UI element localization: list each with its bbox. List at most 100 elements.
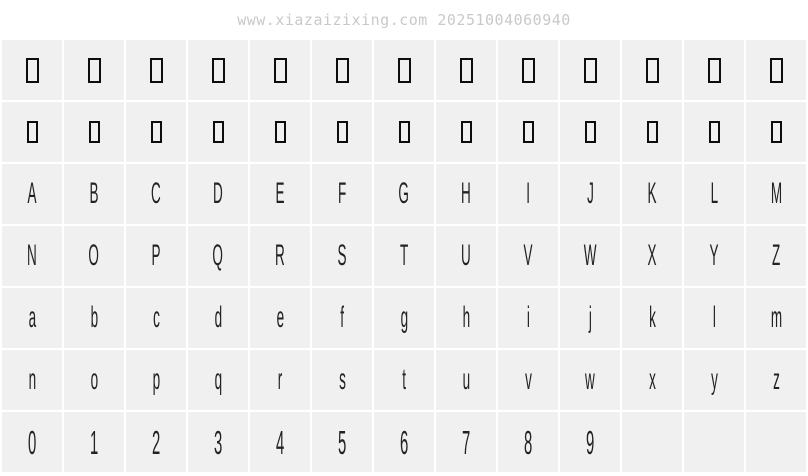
row-uppercase-2-cell-4: Q (188, 226, 248, 286)
missing-glyph-box-icon (645, 57, 659, 83)
missing-glyph-box-icon (770, 121, 782, 143)
glyph-lower-y: y (710, 363, 718, 396)
glyph-digit-4: 4 (275, 423, 285, 461)
missing-glyph-box-icon (397, 57, 411, 83)
row-lowercase-1-cell-6: f (312, 288, 372, 348)
missing-glyph-box-icon (335, 57, 349, 83)
row-missing-glyphs-2-cell-5 (250, 102, 310, 162)
row-digits-cell-1: 0 (2, 412, 62, 472)
row-uppercase-2-cell-9: V (498, 226, 558, 286)
row-missing-glyphs-1-cell-9 (498, 40, 558, 100)
row-missing-glyphs-2-cell-10 (560, 102, 620, 162)
row-lowercase-2-cell-8: u (436, 350, 496, 410)
row-uppercase-1-cell-1: A (2, 164, 62, 224)
row-uppercase-1-cell-3: C (126, 164, 186, 224)
row-digits-cell-12 (684, 412, 744, 472)
glyph-upper-n: N (27, 239, 37, 272)
row-uppercase-2-cell-13: Z (746, 226, 806, 286)
row-digits-cell-3: 2 (126, 412, 186, 472)
glyph-lower-k: k (648, 301, 656, 334)
glyph-lower-n: n (28, 363, 36, 396)
row-missing-glyphs-2-cell-13 (746, 102, 806, 162)
glyph-digit-0: 0 (27, 423, 37, 461)
row-uppercase-1-cell-10: J (560, 164, 620, 224)
glyph-upper-a: A (27, 177, 37, 210)
glyph-upper-v: V (523, 239, 533, 272)
row-missing-glyphs-1-cell-8 (436, 40, 496, 100)
row-lowercase-1-cell-13: m (746, 288, 806, 348)
row-lowercase-2-cell-7: t (374, 350, 434, 410)
glyph-upper-c: C (151, 177, 161, 210)
row-uppercase-2-cell-6: S (312, 226, 372, 286)
row-missing-glyphs-1-cell-11 (622, 40, 682, 100)
row-missing-glyphs-1-cell-1 (2, 40, 62, 100)
row-uppercase-1-cell-2: B (64, 164, 124, 224)
row-uppercase-2-cell-5: R (250, 226, 310, 286)
row-missing-glyphs-1-cell-4 (188, 40, 248, 100)
missing-glyph-box-icon (211, 57, 225, 83)
missing-glyph-box-icon (88, 121, 100, 143)
glyph-lower-e: e (276, 301, 284, 334)
glyph-upper-g: G (398, 177, 410, 210)
glyph-upper-o: O (88, 239, 100, 272)
row-missing-glyphs-1-cell-5 (250, 40, 310, 100)
row-uppercase-1-cell-11: K (622, 164, 682, 224)
row-missing-glyphs-2-cell-8 (436, 102, 496, 162)
row-missing-glyphs-2-cell-11 (622, 102, 682, 162)
row-missing-glyphs-2-cell-4 (188, 102, 248, 162)
glyph-lower-a: a (28, 301, 36, 334)
missing-glyph-box-icon (769, 57, 783, 83)
missing-glyph-box-icon (273, 57, 287, 83)
row-digits-cell-4: 3 (188, 412, 248, 472)
row-missing-glyphs-2-cell-3 (126, 102, 186, 162)
missing-glyph-box-icon (212, 121, 224, 143)
row-lowercase-1-cell-2: b (64, 288, 124, 348)
row-missing-glyphs-1-cell-7 (374, 40, 434, 100)
row-lowercase-1-cell-8: h (436, 288, 496, 348)
glyph-lower-b: b (90, 301, 98, 334)
row-uppercase-2-cell-3: P (126, 226, 186, 286)
missing-glyph-box-icon (708, 121, 720, 143)
glyph-digit-8: 8 (523, 423, 533, 461)
glyph-lower-u: u (462, 363, 470, 396)
row-missing-glyphs-2-cell-12 (684, 102, 744, 162)
glyph-lower-z: z (772, 363, 780, 396)
row-uppercase-2-cell-8: U (436, 226, 496, 286)
row-uppercase-1-cell-6: F (312, 164, 372, 224)
glyph-digit-5: 5 (337, 423, 347, 461)
row-lowercase-2-cell-9: v (498, 350, 558, 410)
missing-glyph-box-icon (26, 121, 38, 143)
row-uppercase-2-cell-7: T (374, 226, 434, 286)
glyph-lower-j: j (588, 301, 592, 334)
row-missing-glyphs-2-cell-2 (64, 102, 124, 162)
missing-glyph-box-icon (646, 121, 658, 143)
glyph-upper-d: D (213, 177, 223, 210)
row-missing-glyphs-1-cell-3 (126, 40, 186, 100)
row-digits-cell-9: 8 (498, 412, 558, 472)
row-missing-glyphs-1-cell-10 (560, 40, 620, 100)
glyph-upper-w: W (583, 239, 597, 272)
row-lowercase-2-cell-5: r (250, 350, 310, 410)
missing-glyph-box-icon (398, 121, 410, 143)
row-digits-cell-5: 4 (250, 412, 310, 472)
glyph-upper-b: B (89, 177, 99, 210)
row-uppercase-1-cell-13: M (746, 164, 806, 224)
row-uppercase-1-cell-4: D (188, 164, 248, 224)
row-lowercase-1-cell-4: d (188, 288, 248, 348)
row-lowercase-1-cell-12: l (684, 288, 744, 348)
row-missing-glyphs-2-cell-1 (2, 102, 62, 162)
row-digits-cell-7: 6 (374, 412, 434, 472)
row-lowercase-2-cell-11: x (622, 350, 682, 410)
glyph-lower-h: h (462, 301, 470, 334)
row-lowercase-1-cell-1: a (2, 288, 62, 348)
glyph-digit-3: 3 (213, 423, 223, 461)
glyph-lower-s: s (338, 363, 346, 396)
row-digits-cell-13 (746, 412, 806, 472)
glyph-upper-q: Q (212, 239, 224, 272)
glyph-lower-q: q (214, 363, 222, 396)
row-digits-cell-8: 7 (436, 412, 496, 472)
glyph-lower-d: d (214, 301, 222, 334)
row-uppercase-2-cell-12: Y (684, 226, 744, 286)
glyph-lower-g: g (400, 301, 408, 334)
